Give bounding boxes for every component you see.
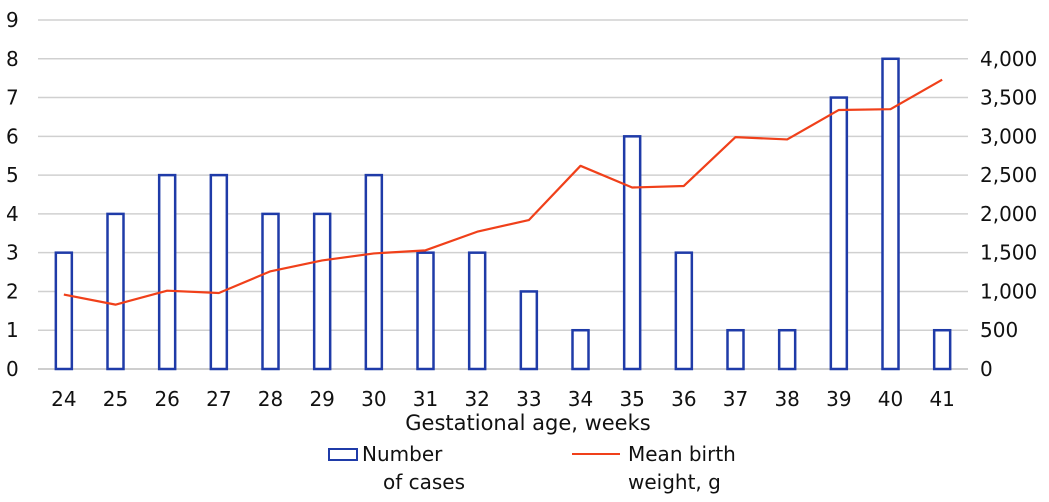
x-tick-label: 40 [878,387,903,411]
bar-week-37 [728,330,744,369]
bar-week-36 [676,253,692,369]
bar-week-28 [263,214,279,369]
bar-week-29 [314,214,330,369]
x-axis-label: Gestational age, weeks [405,411,650,435]
right-tick-label: 2,500 [980,163,1037,187]
bar-week-33 [521,291,537,369]
right-axis-ticks: 0 500 1,000 1,500 2,000 2,500 3,000 3,500 4,000 [980,47,1037,381]
x-tick-label: 34 [568,387,593,411]
right-tick-label: 500 [980,318,1018,342]
x-tick-label: 26 [154,387,179,411]
x-tick-label: 25 [103,387,128,411]
left-axis-ticks: 0 1 2 3 4 5 6 7 8 9 [6,8,19,381]
x-tick-label: 24 [51,387,76,411]
left-tick-label: 7 [6,86,19,110]
left-tick-label: 9 [6,8,19,32]
right-tick-label: 3,000 [980,124,1037,148]
legend-label-number-of-cases-line1: Number [362,442,443,466]
left-tick-label: 2 [6,279,19,303]
gridlines [38,20,968,369]
right-tick-label: 2,000 [980,202,1037,226]
x-tick-label: 32 [464,387,489,411]
x-tick-label: 33 [516,387,541,411]
bar-week-31 [418,253,434,369]
x-tick-label: 29 [309,387,334,411]
bar-week-34 [573,330,589,369]
x-tick-label: 30 [361,387,386,411]
x-tick-label: 27 [206,387,231,411]
legend-label-number-of-cases-line2: of cases [383,470,465,494]
bar-week-30 [366,175,382,369]
bar-week-25 [108,214,124,369]
bar-week-24 [56,253,72,369]
right-tick-label: 0 [980,357,993,381]
left-tick-label: 0 [6,357,19,381]
bar-week-41 [934,330,950,369]
x-tick-label: 41 [929,387,954,411]
left-tick-label: 4 [6,202,19,226]
mean-birth-weight-line [64,80,942,305]
left-tick-label: 8 [6,47,19,71]
x-tick-label: 35 [619,387,644,411]
left-tick-label: 6 [6,124,19,148]
legend: Number of cases Mean birth weight, g [329,442,736,494]
x-tick-label: 39 [826,387,851,411]
x-tick-label: 37 [723,387,748,411]
x-tick-label: 28 [258,387,283,411]
x-axis-ticks: 24 25 26 27 28 29 30 31 32 33 34 35 36 37 38 39 40 41 [51,387,955,411]
right-tick-label: 1,500 [980,241,1037,265]
line-series-mean-birth-weight [64,80,942,305]
legend-label-mean-birth-weight-line2: weight, g [628,470,721,494]
bar-week-39 [831,98,847,369]
x-tick-label: 38 [774,387,799,411]
right-tick-label: 1,000 [980,279,1037,303]
x-tick-label: 31 [413,387,438,411]
legend-swatch-number-of-cases [329,449,357,460]
bar-week-26 [159,175,175,369]
bar-week-27 [211,175,227,369]
legend-label-mean-birth-weight-line1: Mean birth [628,442,736,466]
right-tick-label: 4,000 [980,47,1037,71]
left-tick-label: 5 [6,163,19,187]
x-tick-label: 36 [671,387,696,411]
left-tick-label: 1 [6,318,19,342]
bar-week-32 [469,253,485,369]
bar-week-35 [624,136,640,369]
right-tick-label: 3,500 [980,86,1037,110]
left-tick-label: 3 [6,241,19,265]
bar-week-38 [779,330,795,369]
